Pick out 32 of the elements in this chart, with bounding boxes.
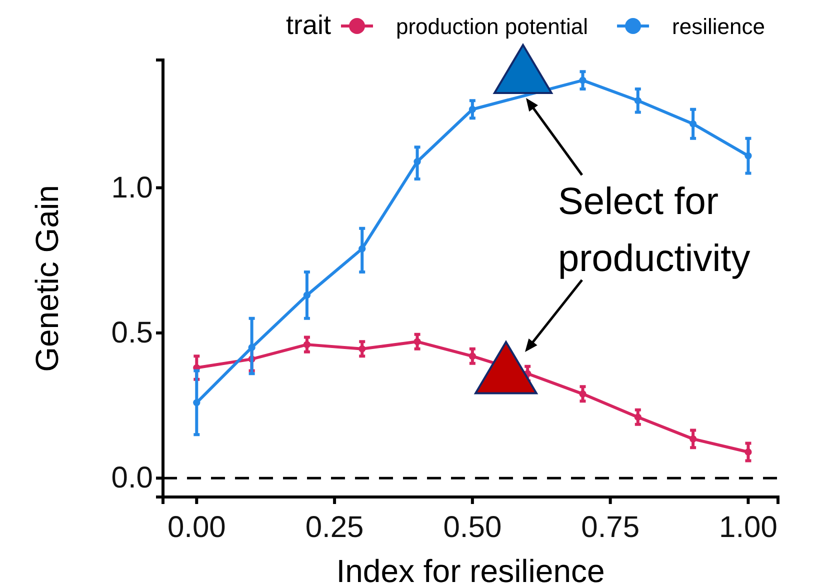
point bbox=[248, 344, 256, 352]
x-tick-label: 0.50 bbox=[443, 511, 502, 544]
y-tick-label: 0.0 bbox=[111, 462, 153, 495]
x-tick-label: 0.75 bbox=[581, 511, 640, 544]
point bbox=[358, 345, 366, 352]
legend-label: resilience bbox=[672, 14, 765, 39]
point bbox=[579, 390, 586, 398]
point bbox=[468, 106, 476, 113]
y-tick-label: 1.0 bbox=[111, 171, 153, 204]
point bbox=[689, 120, 697, 128]
point bbox=[193, 399, 200, 406]
x-tick-label: 1.00 bbox=[719, 511, 778, 544]
y-tick-label: 0.5 bbox=[111, 316, 153, 350]
point bbox=[634, 97, 642, 104]
legend-label: production potential bbox=[396, 14, 588, 39]
x-axis-title: Index for resilience bbox=[336, 553, 605, 586]
annotation: Select for productivity bbox=[558, 181, 750, 280]
point bbox=[414, 338, 421, 346]
point bbox=[303, 340, 311, 348]
point bbox=[358, 245, 366, 252]
point bbox=[303, 292, 311, 299]
x-tick-label: 0.25 bbox=[305, 511, 364, 544]
point bbox=[689, 435, 697, 442]
x-tick-label: 0.00 bbox=[167, 511, 226, 544]
legend-title: trait bbox=[286, 10, 332, 40]
point bbox=[744, 152, 752, 160]
point bbox=[634, 414, 642, 421]
point bbox=[414, 158, 421, 166]
point bbox=[468, 352, 476, 360]
point bbox=[579, 76, 586, 84]
y-axis-title: Genetic Gain bbox=[29, 185, 65, 372]
point bbox=[744, 448, 752, 456]
